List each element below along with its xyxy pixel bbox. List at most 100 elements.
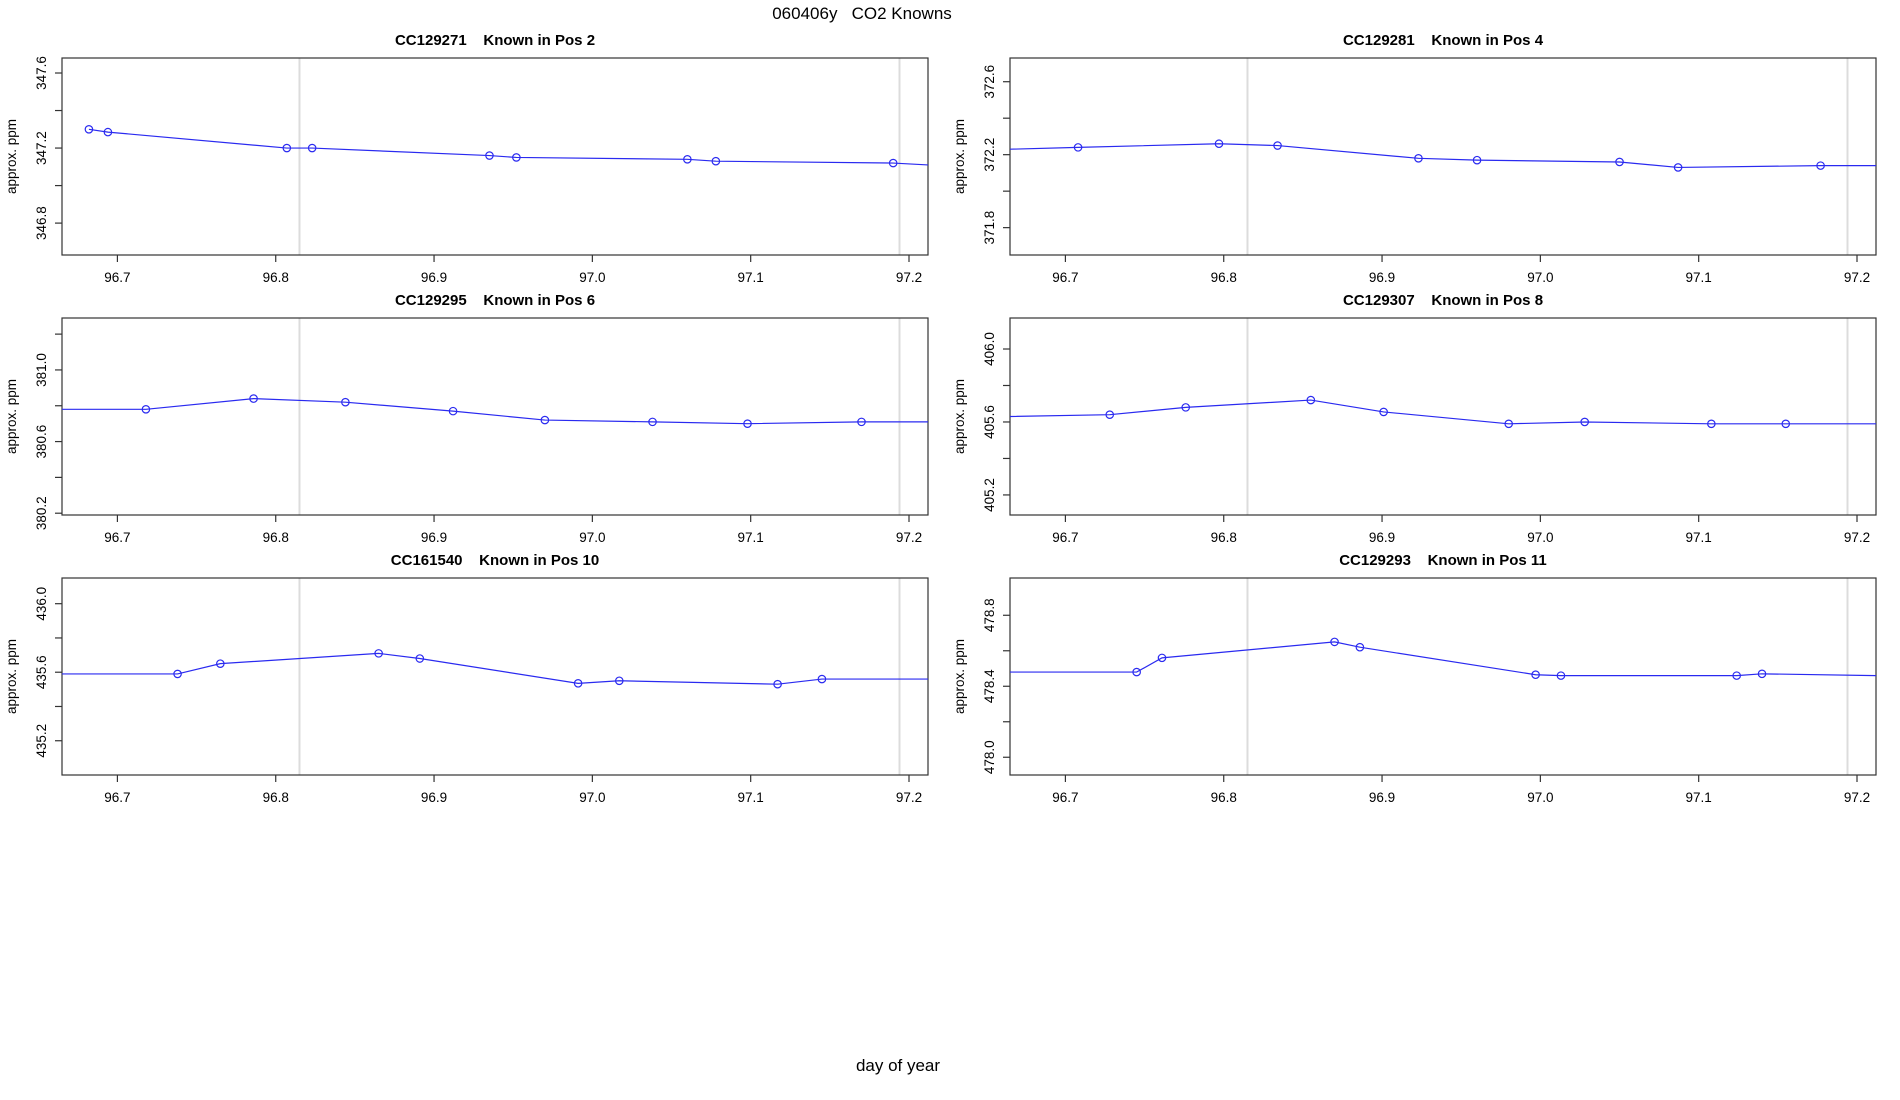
- x-tick-label: 96.9: [1369, 530, 1395, 545]
- subplot-cc161540: 96.7 96.8 96.9 97.0 97.1 97.2 435.2 435.6 436.0 a…: [0, 545, 950, 813]
- subplot-cc129307: 96.7 96.8 96.9 97.0 97.1 97.2 405.2 405.6 406.0 a…: [948, 285, 1898, 553]
- data-line: [62, 652, 928, 685]
- y-tick-label: 347.6: [34, 56, 49, 90]
- data-point: [485, 151, 494, 160]
- data-point: [1273, 141, 1282, 150]
- x-tick-label: 96.8: [263, 530, 289, 545]
- subplot-svg: 96.7 96.8 96.9 97.0 97.1 97.2 380.2 380.6 381.0 a…: [4, 292, 929, 545]
- y-tick-label: 405.6: [982, 405, 997, 439]
- x-tick-label: 96.7: [1052, 790, 1078, 805]
- data-point: [173, 669, 182, 679]
- subplot-svg: 96.7 96.8 96.9 97.0 97.1 97.2 478.0 478.4 478.8 a…: [952, 552, 1877, 805]
- x-tick-label: 96.8: [263, 270, 289, 285]
- subplot-svg: 96.7 96.8 96.9 97.0 97.1 97.2 371.8 372.2 372.6 a…: [952, 32, 1877, 285]
- x-tick-label: 96.7: [104, 790, 130, 805]
- y-tick-label: 380.6: [34, 425, 49, 459]
- y-tick-label: 435.6: [34, 655, 49, 689]
- data-point: [1379, 407, 1388, 417]
- y-tick-label: 372.2: [982, 138, 997, 172]
- data-point: [1330, 637, 1339, 647]
- plot-box: [1009, 57, 1877, 256]
- y-tick-label: 371.8: [982, 211, 997, 245]
- x-tick-label: 97.2: [896, 790, 922, 805]
- x-tick-label: 97.1: [1686, 790, 1712, 805]
- data-point: [817, 674, 827, 684]
- plot-box: [1009, 317, 1877, 516]
- y-axis-label: approx. ppm: [952, 379, 967, 454]
- y-tick-label: 380.2: [34, 496, 49, 530]
- x-tick-label: 96.7: [1052, 530, 1078, 545]
- data-point: [1673, 163, 1683, 172]
- data-point: [84, 124, 94, 134]
- data-point: [216, 659, 225, 668]
- x-tick-label: 97.0: [1527, 270, 1553, 285]
- panel-title: CC129295 Known in Pos 6: [395, 292, 595, 309]
- data-point: [103, 127, 113, 137]
- subplot-cc129281: 96.7 96.8 96.9 97.0 97.1 97.2 371.8 372.2 372.6 a…: [948, 25, 1898, 293]
- main-title: 060406y CO2 Knowns: [772, 4, 952, 23]
- data-point: [773, 679, 782, 689]
- y-tick-label: 436.0: [34, 587, 49, 621]
- x-tick-label: 97.1: [1686, 530, 1712, 545]
- data-line: [1009, 143, 1876, 169]
- data-point: [683, 155, 692, 164]
- x-tick-label: 96.9: [421, 530, 447, 545]
- data-point: [1073, 143, 1083, 152]
- data-line: [1009, 399, 1876, 425]
- data-point: [1132, 667, 1141, 677]
- subplot-svg: 96.7 96.8 96.9 97.0 97.1 97.2 435.2 435.6 436.0 a…: [4, 552, 929, 805]
- y-tick-label: 478.4: [982, 669, 997, 703]
- data-point: [1414, 154, 1423, 163]
- data-point: [573, 679, 583, 688]
- x-tick-label: 96.8: [1211, 530, 1237, 545]
- x-tick-label: 96.7: [104, 530, 130, 545]
- x-tick-label: 97.0: [1527, 790, 1553, 805]
- plot-box: [61, 317, 929, 516]
- x-tick-label: 96.8: [1211, 790, 1237, 805]
- data-point: [1816, 161, 1825, 170]
- data-point: [141, 405, 151, 414]
- subplot-cc129271: 96.7 96.8 96.9 97.0 97.1 97.2 346.8 347.2 347.6 a…: [0, 25, 950, 293]
- x-tick-label: 97.0: [579, 530, 605, 545]
- data-point: [341, 397, 350, 407]
- data-point: [374, 649, 383, 658]
- x-tick-label: 97.0: [579, 270, 605, 285]
- data-point: [1615, 157, 1624, 167]
- data-point: [648, 417, 657, 427]
- y-tick-label: 372.6: [982, 65, 997, 99]
- x-tick-label: 97.2: [896, 270, 922, 285]
- x-tick-label: 97.1: [738, 790, 764, 805]
- x-tick-label: 96.7: [1052, 270, 1078, 285]
- data-point: [1472, 155, 1482, 165]
- data-point: [1504, 419, 1514, 429]
- x-tick-label: 96.8: [1211, 270, 1237, 285]
- data-point: [1707, 419, 1716, 429]
- data-point: [415, 654, 425, 663]
- subplot-svg: 96.7 96.8 96.9 97.0 97.1 97.2 346.8 347.2 347.6 a…: [4, 32, 929, 285]
- data-point: [1757, 669, 1767, 679]
- subplot-svg: 96.7 96.8 96.9 97.0 97.1 97.2 405.2 405.6 406.0 a…: [952, 292, 1877, 545]
- y-tick-label: 381.0: [34, 353, 49, 387]
- data-point: [1531, 670, 1540, 680]
- data-line: [1010, 641, 1877, 677]
- data-point: [743, 419, 752, 428]
- plot-box: [1009, 577, 1877, 776]
- y-tick-label: 435.2: [34, 724, 49, 758]
- y-tick-label: 406.0: [982, 332, 997, 366]
- panel-title: CC129307 Known in Pos 8: [1343, 292, 1543, 309]
- panel-title: CC129271 Known in Pos 2: [395, 32, 595, 49]
- plot-box: [61, 57, 929, 256]
- x-tick-label: 97.0: [1527, 530, 1553, 545]
- panel-title: CC129293 Known in Pos 11: [1339, 552, 1547, 569]
- y-tick-label: 478.8: [982, 598, 997, 632]
- subplot-cc129293: 96.7 96.8 96.9 97.0 97.1 97.2 478.0 478.4 478.8 a…: [948, 545, 1898, 813]
- x-tick-label: 97.0: [579, 790, 605, 805]
- y-tick-label: 347.2: [34, 131, 49, 165]
- data-point: [888, 158, 898, 168]
- data-line: [62, 397, 928, 425]
- x-tick-label: 96.9: [1369, 790, 1395, 805]
- y-tick-label: 405.2: [982, 478, 997, 512]
- data-point: [448, 406, 458, 416]
- x-tick-label: 96.9: [421, 790, 447, 805]
- data-point: [1105, 410, 1115, 419]
